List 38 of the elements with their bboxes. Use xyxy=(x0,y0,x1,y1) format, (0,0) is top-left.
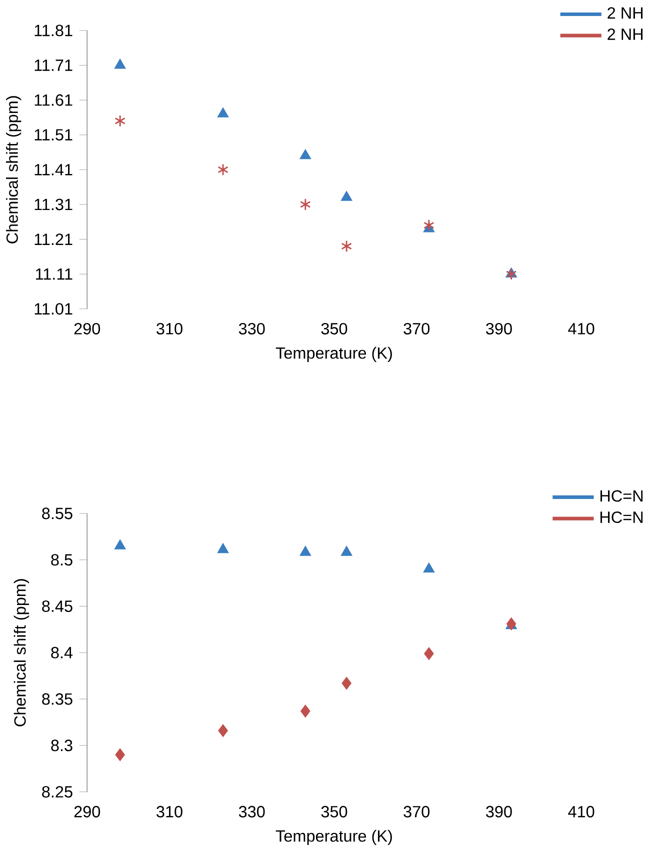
y-tick-label: 8.35 xyxy=(42,693,72,705)
y-tick-label: 11.71 xyxy=(34,60,72,71)
y-tick-label: 11.11 xyxy=(36,268,72,280)
x-tick-label: 310 xyxy=(156,322,182,334)
y-tick-label: 11.41 xyxy=(34,164,72,176)
y-tick-label: 11.31 xyxy=(34,198,72,210)
x-tick-label: 330 xyxy=(238,806,265,818)
y-tick-label: 11.51 xyxy=(34,129,72,141)
y-tick-label: 11.81 xyxy=(34,24,72,36)
x-tick-label: 290 xyxy=(74,322,100,334)
x-axis-title: Temperature (K) xyxy=(276,830,392,845)
x-tick-label: 390 xyxy=(486,806,512,818)
x-tick-label: 310 xyxy=(156,806,182,818)
y-tick-label: 8.55 xyxy=(42,508,72,520)
y-tick-label: 8.3 xyxy=(51,740,72,752)
y-tick-label: 8.45 xyxy=(42,600,72,612)
y-tick-label: 8.25 xyxy=(42,786,72,798)
x-tick-label: 390 xyxy=(486,322,512,334)
legend-label: 2 NH xyxy=(608,28,643,40)
y-axis-title: Chemical shift (ppm) xyxy=(14,579,30,726)
y-tick-label: 8.4 xyxy=(51,646,73,658)
x-axis-title: Temperature (K) xyxy=(276,346,392,362)
legend-label: HC=N xyxy=(600,511,643,523)
x-tick-label: 370 xyxy=(404,806,430,818)
y-axis-title: Chemical shift (ppm) xyxy=(6,96,22,244)
x-tick-label: 330 xyxy=(238,322,265,334)
x-tick-label: 410 xyxy=(568,322,594,334)
y-tick-label: 11.21 xyxy=(34,234,72,245)
x-tick-label: 290 xyxy=(74,806,100,818)
x-tick-label: 350 xyxy=(321,806,348,818)
x-tick-label: 350 xyxy=(321,322,348,334)
x-tick-label: 410 xyxy=(568,806,594,818)
x-tick-label: 370 xyxy=(404,322,430,334)
y-tick-label: 11.01 xyxy=(34,303,72,315)
legend-label: 2 NH xyxy=(608,7,643,19)
y-tick-label: 11.61 xyxy=(34,94,72,106)
y-tick-label: 8.5 xyxy=(51,554,72,566)
legend-label: HC=N xyxy=(600,490,643,502)
